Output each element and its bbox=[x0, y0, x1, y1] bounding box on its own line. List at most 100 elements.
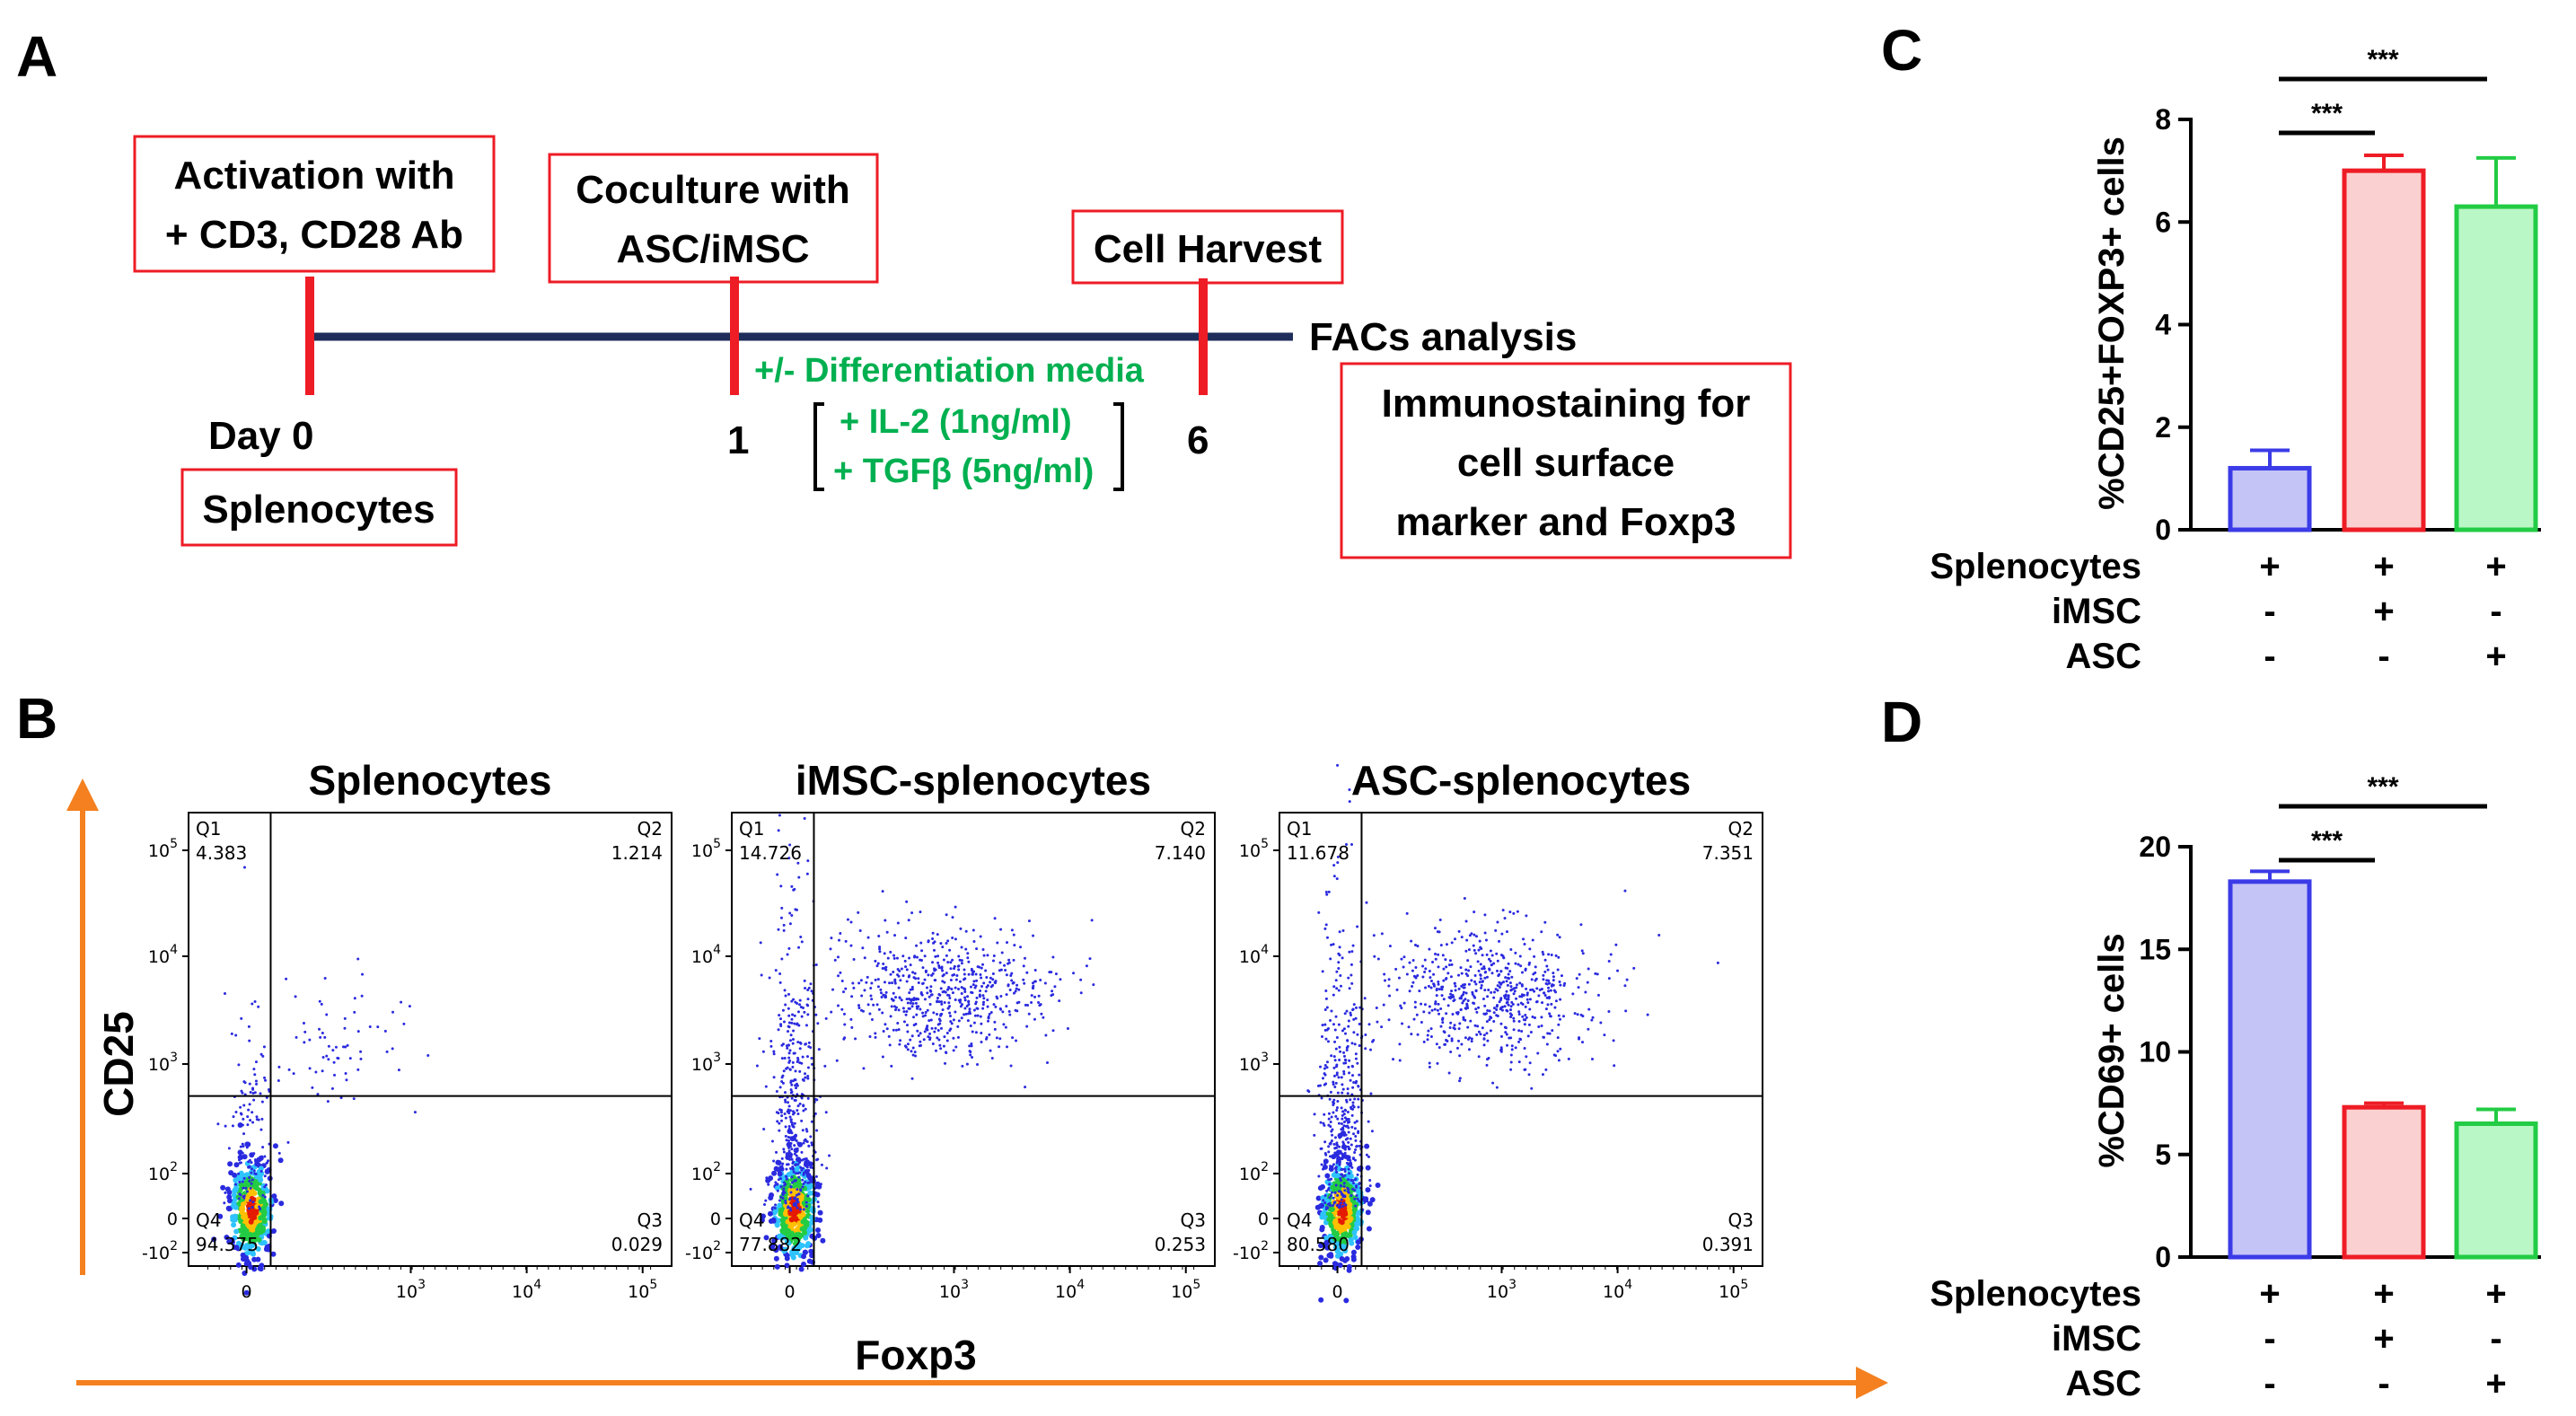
event-dot bbox=[251, 1206, 254, 1209]
flow-y-tick-exponent: 5 bbox=[1261, 837, 1269, 851]
event-dot bbox=[250, 1227, 256, 1233]
event-dot bbox=[807, 986, 811, 989]
event-dot bbox=[1354, 1139, 1358, 1142]
event-dot bbox=[956, 1035, 960, 1039]
quadrant-q1-value: 4.383 bbox=[196, 842, 247, 864]
event-dot bbox=[1341, 1113, 1344, 1117]
y-tick-label: 15 bbox=[2139, 933, 2171, 965]
event-dot bbox=[764, 1085, 768, 1088]
event-dot bbox=[1323, 1201, 1327, 1205]
event-dot bbox=[1525, 1016, 1528, 1019]
event-dot bbox=[1007, 958, 1011, 962]
event-dot bbox=[255, 1082, 259, 1086]
event-dot bbox=[939, 1047, 943, 1051]
event-dot bbox=[1366, 1200, 1369, 1203]
event-dot bbox=[1603, 1033, 1606, 1037]
event-dot bbox=[776, 1189, 779, 1192]
treatment-sign: + bbox=[2373, 1274, 2394, 1314]
event-dot bbox=[783, 1227, 789, 1233]
event-dot bbox=[1540, 1024, 1543, 1027]
event-dot bbox=[1521, 1015, 1525, 1018]
event-dot bbox=[1348, 800, 1351, 804]
flow-x-tick-label: 105 bbox=[628, 1278, 657, 1302]
timeline-panel: Activation with + CD3, CD28 Ab Coculture… bbox=[133, 135, 1792, 559]
event-dot bbox=[786, 1066, 789, 1069]
event-dot bbox=[336, 1056, 339, 1060]
event-dot bbox=[979, 989, 982, 992]
event-dot bbox=[866, 1003, 870, 1007]
event-dot bbox=[1001, 1010, 1005, 1014]
event-dot bbox=[1325, 893, 1329, 896]
event-dot bbox=[1342, 1233, 1349, 1239]
event-dot bbox=[1040, 1012, 1043, 1016]
event-dot bbox=[1330, 1009, 1333, 1013]
activation-box bbox=[133, 135, 496, 273]
event-dot bbox=[1327, 1112, 1331, 1115]
event-dot bbox=[904, 1013, 908, 1016]
event-dot bbox=[793, 1144, 796, 1148]
event-dot bbox=[1413, 1006, 1417, 1009]
event-dot bbox=[890, 1064, 893, 1068]
event-dot bbox=[1495, 1007, 1499, 1011]
event-dot bbox=[776, 1120, 779, 1123]
event-dot bbox=[1327, 890, 1331, 893]
event-dot bbox=[909, 998, 912, 1001]
event-dot bbox=[1527, 963, 1531, 966]
quadrant-q4-name: Q4 bbox=[739, 1209, 764, 1231]
event-dot bbox=[249, 1119, 252, 1122]
event-dot bbox=[332, 1060, 336, 1064]
event-dot bbox=[344, 1045, 347, 1049]
event-dot bbox=[327, 1058, 330, 1061]
event-dot bbox=[1428, 1011, 1431, 1015]
event-dot bbox=[1438, 918, 1442, 921]
event-dot bbox=[1051, 1029, 1055, 1033]
event-dot bbox=[1426, 1033, 1429, 1037]
event-dot bbox=[1345, 1100, 1349, 1104]
event-dot bbox=[1332, 1196, 1335, 1200]
event-dot bbox=[1015, 1001, 1019, 1005]
event-dot bbox=[1039, 1003, 1042, 1007]
event-dot bbox=[810, 1056, 813, 1060]
event-dot bbox=[323, 1035, 327, 1039]
event-dot bbox=[936, 961, 940, 964]
event-dot bbox=[259, 1170, 265, 1176]
day6-label: 6 bbox=[1187, 418, 1209, 462]
event-dot bbox=[1367, 1201, 1373, 1207]
event-dot bbox=[1394, 967, 1398, 971]
event-dot bbox=[905, 998, 909, 1001]
treatment-sign: - bbox=[2490, 1319, 2501, 1359]
event-dot bbox=[789, 1080, 793, 1084]
event-dot bbox=[813, 1112, 817, 1115]
event-dot bbox=[787, 1108, 790, 1112]
event-dot bbox=[1505, 930, 1508, 934]
event-dot bbox=[1445, 1012, 1448, 1016]
event-dot bbox=[785, 1167, 788, 1171]
event-dot bbox=[1546, 1032, 1550, 1035]
event-dot bbox=[1474, 982, 1478, 986]
event-dot bbox=[232, 1217, 238, 1223]
event-dot bbox=[969, 1051, 972, 1054]
y-tick-label: 20 bbox=[2139, 831, 2171, 863]
event-dot bbox=[272, 1198, 278, 1204]
event-dot bbox=[910, 985, 914, 989]
event-dot bbox=[795, 1193, 798, 1197]
event-dot bbox=[791, 1042, 795, 1045]
event-dot bbox=[1599, 1021, 1603, 1025]
event-dot bbox=[1474, 935, 1478, 938]
quadrant-q3-value: 0.391 bbox=[1702, 1234, 1754, 1255]
event-dot bbox=[1347, 1178, 1350, 1182]
event-dot bbox=[1332, 943, 1335, 946]
event-dot bbox=[1333, 1028, 1337, 1032]
event-dot bbox=[800, 1168, 804, 1172]
event-dot bbox=[238, 1161, 242, 1165]
event-dot bbox=[993, 981, 997, 984]
event-dot bbox=[901, 954, 905, 958]
event-dot bbox=[1334, 1081, 1338, 1085]
event-dot bbox=[1015, 983, 1019, 987]
event-dot bbox=[1509, 947, 1513, 951]
event-dot bbox=[949, 967, 953, 971]
event-dot bbox=[1328, 1183, 1332, 1186]
event-dot bbox=[761, 1050, 765, 1053]
event-dot bbox=[849, 920, 853, 924]
event-dot bbox=[869, 994, 873, 998]
